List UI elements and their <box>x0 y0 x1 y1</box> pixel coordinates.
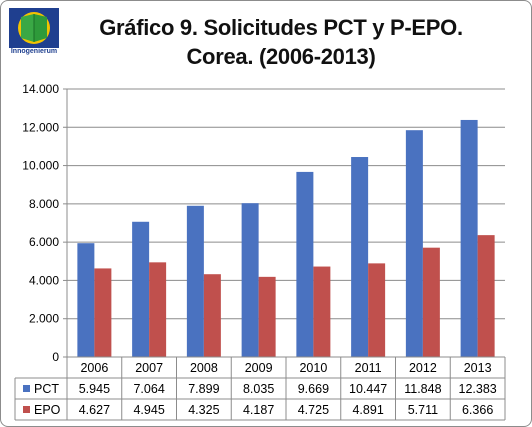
x-tick-label: 2008 <box>190 361 218 375</box>
y-tick-label: 8.000 <box>29 197 59 211</box>
bar-epo <box>203 274 221 357</box>
bar-pct <box>77 243 95 357</box>
table-value: 4.627 <box>79 403 110 417</box>
bar-pct <box>241 203 259 357</box>
table-value: 7.899 <box>188 382 219 396</box>
bar-epo <box>94 268 112 357</box>
table-value: 7.064 <box>133 382 164 396</box>
bar-epo <box>368 263 386 357</box>
x-tick-label: 2007 <box>135 361 163 375</box>
y-tick-label: 0 <box>52 350 59 364</box>
table-value: 4.187 <box>243 403 274 417</box>
legend-swatch <box>23 385 30 392</box>
table-value: 4.325 <box>188 403 219 417</box>
logo: Innogenierum <box>7 7 61 57</box>
x-tick-label: 2006 <box>80 361 108 375</box>
x-tick-label: 2011 <box>355 361 382 375</box>
legend-swatch <box>23 406 30 413</box>
logo-icon <box>9 8 59 48</box>
bar-epo <box>149 262 167 357</box>
x-tick-label: 2012 <box>409 361 437 375</box>
table-value: 4.945 <box>133 403 164 417</box>
table-value: 9.669 <box>298 382 329 396</box>
legend-label: EPO <box>34 403 61 417</box>
bar-epo <box>477 235 495 357</box>
bar-pct <box>296 171 314 357</box>
bar-epo <box>422 247 440 357</box>
table-value: 8.035 <box>243 382 274 396</box>
table-value: 11.848 <box>404 382 441 396</box>
table-value: 4.891 <box>352 403 383 417</box>
y-tick-label: 12.000 <box>22 120 59 134</box>
bar-epo <box>258 276 276 357</box>
logo-text: Innogenierum <box>10 48 58 55</box>
y-tick-label: 10.000 <box>22 159 59 173</box>
legend-label: PCT <box>34 382 59 396</box>
y-tick-label: 4.000 <box>29 273 59 287</box>
table-value: 12.383 <box>459 382 497 396</box>
table-value: 4.725 <box>298 403 329 417</box>
chart-subtitle: Corea. (2006-2013) <box>186 44 376 69</box>
table-value: 5.711 <box>408 403 438 417</box>
bar-epo <box>313 266 331 357</box>
x-tick-label: 2009 <box>245 361 273 375</box>
table-value: 5.945 <box>79 382 110 396</box>
x-tick-label: 2013 <box>464 361 492 375</box>
y-tick-label: 14.000 <box>22 82 59 96</box>
y-tick-label: 6.000 <box>29 235 59 249</box>
chart-title: Gráfico 9. Solicitudes PCT y P-EPO. <box>99 15 463 40</box>
table-value: 6.366 <box>462 403 493 417</box>
y-tick-label: 2.000 <box>29 312 59 326</box>
bar-pct <box>186 205 204 357</box>
bar-pct <box>460 119 478 357</box>
table-value: 10.447 <box>349 382 387 396</box>
bar-pct <box>405 130 423 357</box>
bar-pct <box>132 221 150 357</box>
x-tick-label: 2010 <box>299 361 327 375</box>
bar-pct <box>351 157 369 357</box>
